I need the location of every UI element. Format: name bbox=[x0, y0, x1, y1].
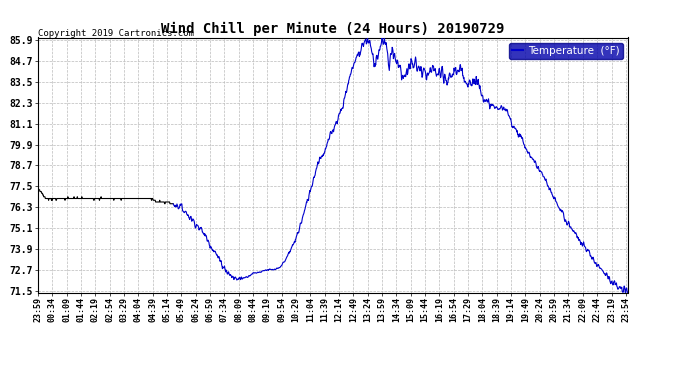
Text: Copyright 2019 Cartronics.com: Copyright 2019 Cartronics.com bbox=[38, 28, 194, 38]
Legend: Temperature  (°F): Temperature (°F) bbox=[509, 43, 622, 59]
Title: Wind Chill per Minute (24 Hours) 20190729: Wind Chill per Minute (24 Hours) 2019072… bbox=[161, 22, 504, 36]
